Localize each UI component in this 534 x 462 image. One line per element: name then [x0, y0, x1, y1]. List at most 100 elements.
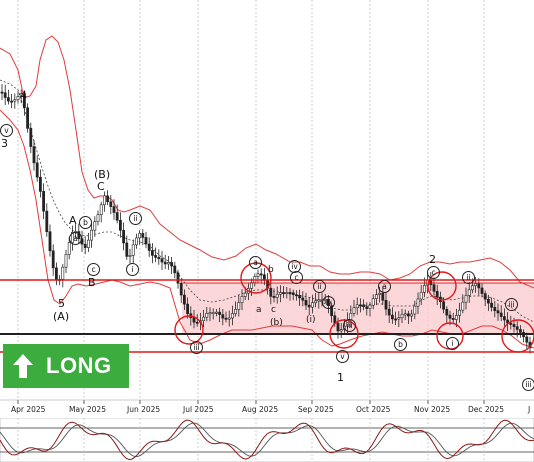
wave-label: iii	[522, 378, 534, 391]
wave-label: 4	[20, 89, 27, 102]
wave-label: iii	[190, 341, 203, 354]
candle-down	[32, 146, 36, 164]
candle-down	[35, 162, 39, 178]
bollinger-upper-band	[0, 35, 534, 289]
candle-down	[477, 283, 481, 289]
candle-down	[218, 311, 222, 315]
wave-label: a	[249, 256, 262, 269]
candle-down	[51, 250, 55, 269]
wave-label: b	[394, 338, 407, 351]
candle-up	[464, 295, 468, 303]
candle-down	[307, 304, 311, 308]
stochastic-oscillator	[0, 418, 534, 462]
wave-label: 1	[337, 371, 344, 384]
x-tick-label: Aug 2025	[242, 405, 279, 414]
candle-down	[224, 317, 228, 320]
wave-label: c	[271, 305, 276, 315]
candle-down	[294, 294, 298, 297]
wave-label: iv	[322, 296, 335, 309]
candle-down	[502, 316, 506, 321]
candle-up	[128, 255, 132, 257]
bollinger-middle-band	[0, 79, 534, 323]
wave-label: i	[446, 337, 459, 350]
x-tick-label: Jun 2025	[127, 405, 161, 414]
candle-down	[525, 336, 529, 343]
candle-up	[231, 313, 234, 319]
candle-down	[445, 308, 449, 316]
candle-up	[61, 266, 65, 280]
candle-down	[365, 306, 369, 309]
candle-down	[451, 318, 455, 320]
candle-down	[448, 314, 452, 319]
candle-down	[48, 231, 52, 252]
candle-down	[176, 272, 180, 284]
wave-label: i	[126, 263, 139, 276]
candle-up	[243, 292, 247, 297]
candle-up	[90, 229, 94, 241]
candle-down	[288, 292, 292, 294]
stoch-frame	[0, 418, 534, 462]
wave-label: c	[290, 271, 303, 284]
candle-down	[406, 313, 410, 317]
candle-up	[237, 302, 241, 310]
x-tick-label: Dec 2025	[468, 405, 504, 414]
candle-up	[275, 293, 279, 298]
candle-up	[422, 285, 426, 293]
wave-label: b	[79, 216, 92, 229]
candle-down	[154, 255, 158, 258]
candle-up	[339, 329, 343, 332]
candle-down	[483, 293, 487, 300]
wave-label: ii	[313, 280, 326, 293]
candle-down	[10, 100, 14, 103]
candle-up	[355, 304, 359, 309]
wave-label: a	[378, 280, 391, 293]
candle-down	[259, 273, 263, 276]
wave-label: iii	[505, 298, 518, 311]
highlight-circle	[427, 271, 457, 301]
wave-label: a	[256, 305, 262, 315]
candle-up	[205, 313, 209, 318]
candle-down	[394, 318, 398, 321]
candle-down	[160, 258, 164, 263]
up-arrow-icon	[13, 354, 33, 378]
candle-down	[282, 292, 286, 295]
x-tick-label: Oct 2025	[356, 405, 391, 414]
candle-down	[45, 210, 49, 233]
candle-up	[16, 96, 20, 101]
candle-down	[109, 201, 113, 207]
candle-down	[7, 97, 10, 102]
candle-down	[381, 292, 385, 301]
candle-down	[291, 292, 295, 295]
candle-down	[183, 294, 186, 305]
candle-down	[298, 295, 302, 299]
candle-down	[186, 303, 190, 314]
candle-down	[144, 237, 148, 245]
candle-down	[179, 282, 183, 296]
candle-down	[192, 317, 196, 323]
candle-up	[470, 285, 474, 291]
stoch-d-line	[0, 422, 534, 457]
candle-up	[368, 304, 372, 309]
candle-down	[22, 93, 26, 109]
candle-down	[3, 92, 7, 98]
candle-down	[147, 243, 151, 251]
candle-up	[410, 313, 414, 317]
candle-up	[374, 294, 378, 299]
candle-up	[314, 300, 318, 304]
wave-label: c	[87, 263, 100, 276]
highlight-circle	[174, 315, 204, 345]
candle-up	[397, 317, 401, 320]
candle-up	[317, 299, 321, 302]
candle-down	[336, 322, 340, 332]
candle-up	[211, 312, 215, 314]
candle-down	[272, 296, 276, 298]
candle-down	[384, 299, 388, 310]
candle-up	[400, 314, 404, 319]
candle-down	[122, 230, 126, 244]
candle-down	[390, 314, 394, 320]
x-tick-label: May 2025	[69, 405, 106, 414]
candle-up	[138, 233, 142, 239]
x-tick-label: Apr 2025	[11, 405, 46, 414]
candle-up	[285, 292, 289, 294]
candle-up	[167, 262, 170, 265]
